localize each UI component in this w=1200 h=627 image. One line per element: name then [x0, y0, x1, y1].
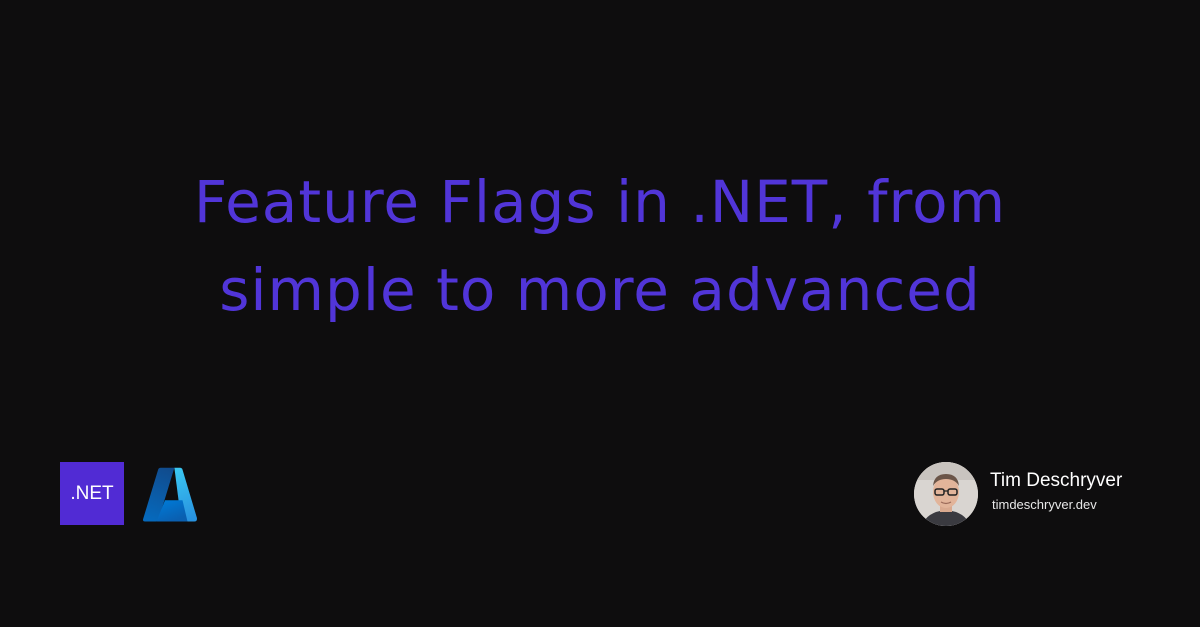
azure-logo-icon [143, 467, 197, 521]
technology-logos: .NET [60, 462, 200, 525]
dotnet-logo-icon: .NET [60, 462, 124, 525]
dotnet-logo-text: .NET [70, 483, 114, 504]
author-name: Tim Deschryver [990, 469, 1123, 491]
author-info: Tim Deschryver timdeschryver.dev [914, 462, 1122, 526]
author-text: Tim Deschryver timdeschryver.dev [990, 469, 1122, 514]
avatar-portrait-icon [914, 462, 978, 526]
author-website: timdeschryver.dev [992, 496, 1097, 512]
post-title-line-2: simple to more advanced [219, 256, 981, 324]
post-title: Feature Flags in .NET, from simple to mo… [0, 158, 1200, 334]
post-title-line-1: Feature Flags in .NET, from [193, 168, 1007, 236]
author-avatar [914, 462, 978, 526]
